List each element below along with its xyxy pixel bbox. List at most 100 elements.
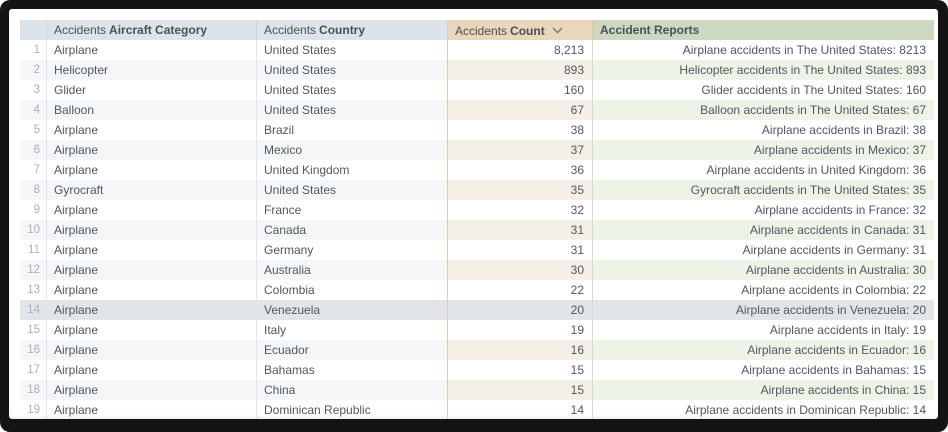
table-row[interactable]: 12 Airplane Australia 30 Airplane accide… bbox=[20, 260, 934, 280]
cell-count: 14 bbox=[447, 400, 593, 419]
cell-country: Germany bbox=[257, 240, 448, 260]
row-number: 4 bbox=[20, 100, 47, 120]
cell-accident-report: Airplane accidents in Germany: 31 bbox=[742, 243, 926, 257]
cell-count: 15 bbox=[447, 360, 593, 380]
table-row[interactable]: 17 Airplane Bahamas 15 Airplane accident… bbox=[20, 360, 934, 380]
cell-country: Bahamas bbox=[257, 360, 448, 380]
column-label: Country bbox=[319, 23, 366, 37]
table-row[interactable]: 4 Balloon United States 67 Balloon accid… bbox=[20, 100, 934, 120]
cell-country: Dominican Republic bbox=[257, 400, 448, 419]
cell-country: Italy bbox=[257, 320, 448, 340]
row-number: 18 bbox=[20, 380, 47, 400]
cell-aircraft-category: Airplane bbox=[47, 340, 257, 360]
cell-aircraft-category: Airplane bbox=[47, 40, 257, 60]
row-number: 15 bbox=[20, 320, 47, 340]
cell-accident-report: Airplane accidents in China: 15 bbox=[593, 380, 934, 400]
cell-accident-report: Airplane accidents in France: 32 bbox=[754, 203, 926, 217]
cell-aircraft-category: Airplane bbox=[47, 400, 257, 419]
column-header-country[interactable]: Accidents Country bbox=[257, 20, 448, 40]
table-row[interactable]: 11 Airplane Germany 31 Airplane accident… bbox=[20, 240, 934, 260]
cell-accident-report: Airplane accidents in Venezuela: 20 bbox=[593, 300, 934, 320]
cell-aircraft-category: Airplane bbox=[47, 260, 257, 280]
cell-accident-report: Airplane accidents in Mexico: 37 bbox=[593, 140, 934, 160]
row-number: 17 bbox=[20, 360, 47, 380]
cell-aircraft-category: Airplane bbox=[47, 160, 257, 180]
cell-accident-report: Glider accidents in The United States: 1… bbox=[701, 83, 926, 97]
table-row[interactable]: 13 Airplane Colombia 22 Airplane acciden… bbox=[20, 280, 934, 300]
cell-aircraft-category: Airplane bbox=[47, 200, 257, 220]
table-header-row: Accidents Aircraft Category Accidents Coun… bbox=[20, 20, 934, 40]
table-row[interactable]: 15 Airplane Italy 19 Airplane accidents … bbox=[20, 320, 934, 340]
table-row[interactable]: 10 Airplane Canada 31 Airplane accidents… bbox=[20, 220, 934, 240]
row-number: 2 bbox=[20, 60, 47, 80]
cell-country: Ecuador bbox=[257, 340, 448, 360]
row-number: 16 bbox=[20, 340, 47, 360]
column-header-accident-reports[interactable]: Accident Reports bbox=[593, 20, 934, 40]
table-row[interactable]: 19 Airplane Dominican Republic 14 Airpla… bbox=[20, 400, 934, 419]
cell-accident-report: Airplane accidents in United Kingdom: 36 bbox=[706, 163, 926, 177]
column-header-aircraft-category[interactable]: Accidents Aircraft Category bbox=[47, 20, 257, 40]
cell-count: 32 bbox=[447, 200, 593, 220]
cell-accident-report: Airplane accidents in Ecuador: 16 bbox=[593, 340, 934, 360]
table-row[interactable]: 16 Airplane Ecuador 16 Airplane accident… bbox=[20, 340, 934, 360]
cell-country: Canada bbox=[257, 220, 448, 240]
cell-country: Australia bbox=[257, 260, 448, 280]
cell-accident-report: Airplane accidents in Canada: 31 bbox=[593, 220, 934, 240]
cell-aircraft-category: Helicopter bbox=[47, 60, 257, 80]
row-number: 19 bbox=[20, 400, 47, 419]
column-label: Accident Reports bbox=[600, 23, 700, 37]
row-number: 9 bbox=[20, 200, 47, 220]
column-header-count[interactable]: Accidents Count bbox=[448, 20, 593, 40]
column-prefix: Accidents bbox=[455, 24, 508, 38]
table-row[interactable]: 3 Glider United States 160 Glider accide… bbox=[20, 80, 934, 100]
cell-aircraft-category: Airplane bbox=[47, 220, 257, 240]
cell-accident-report: Airplane accidents in Australia: 30 bbox=[593, 260, 934, 280]
table-row[interactable]: 2 Helicopter United States 893 Helicopte… bbox=[20, 60, 934, 80]
cell-country: Venezuela bbox=[257, 300, 448, 320]
cell-country: United States bbox=[257, 180, 448, 200]
table-row[interactable]: 5 Airplane Brazil 38 Airplane accidents … bbox=[20, 120, 934, 140]
cell-country: France bbox=[257, 200, 448, 220]
cell-country: United States bbox=[257, 80, 448, 100]
cell-count: 19 bbox=[447, 320, 593, 340]
cell-aircraft-category: Airplane bbox=[47, 300, 257, 320]
cell-country: United Kingdom bbox=[257, 160, 448, 180]
cell-count: 8,213 bbox=[447, 40, 593, 60]
cell-count: 30 bbox=[447, 260, 593, 280]
row-number: 7 bbox=[20, 160, 47, 180]
cell-aircraft-category: Airplane bbox=[47, 140, 257, 160]
cell-aircraft-category: Gyrocraft bbox=[47, 180, 257, 200]
table-row[interactable]: 8 Gyrocraft United States 35 Gyrocraft a… bbox=[20, 180, 934, 200]
column-label: Aircraft Category bbox=[109, 23, 208, 37]
cell-aircraft-category: Balloon bbox=[47, 100, 257, 120]
row-number: 14 bbox=[20, 300, 47, 320]
cell-aircraft-category: Airplane bbox=[47, 320, 257, 340]
cell-accident-report: Balloon accidents in The United States: … bbox=[593, 100, 934, 120]
table-row[interactable]: 9 Airplane France 32 Airplane accidents … bbox=[20, 200, 934, 220]
column-prefix: Accidents bbox=[264, 23, 317, 37]
table-row[interactable]: 14 Airplane Venezuela 20 Airplane accide… bbox=[20, 300, 934, 320]
cell-accident-report: Airplane accidents in Brazil: 38 bbox=[761, 123, 926, 137]
cell-accident-report: Airplane accidents in Colombia: 22 bbox=[741, 283, 926, 297]
cell-count: 35 bbox=[447, 180, 593, 200]
column-prefix: Accidents bbox=[54, 23, 107, 37]
cell-country: China bbox=[257, 380, 448, 400]
cell-country: Brazil bbox=[257, 120, 448, 140]
table-row[interactable]: 6 Airplane Mexico 37 Airplane accidents … bbox=[20, 140, 934, 160]
row-number: 1 bbox=[20, 40, 47, 60]
cell-country: United States bbox=[257, 100, 448, 120]
cell-country: United States bbox=[257, 60, 448, 80]
table-row[interactable]: 7 Airplane United Kingdom 36 Airplane ac… bbox=[20, 160, 934, 180]
cell-aircraft-category: Airplane bbox=[47, 240, 257, 260]
cell-accident-report: Airplane accidents in Italy: 19 bbox=[769, 323, 926, 337]
cell-count: 20 bbox=[447, 300, 593, 320]
table-row[interactable]: 18 Airplane China 15 Airplane accidents … bbox=[20, 380, 934, 400]
cell-accident-report: Gyrocraft accidents in The United States… bbox=[593, 180, 934, 200]
row-number: 8 bbox=[20, 180, 47, 200]
table-row[interactable]: 1 Airplane United States 8,213 Airplane … bbox=[20, 40, 934, 60]
cell-accident-report: Helicopter accidents in The United State… bbox=[593, 60, 934, 80]
cell-accident-report: Airplane accidents in The United States:… bbox=[682, 43, 926, 57]
cell-accident-report: Airplane accidents in Bahamas: 15 bbox=[741, 363, 926, 377]
cell-country: Colombia bbox=[257, 280, 448, 300]
